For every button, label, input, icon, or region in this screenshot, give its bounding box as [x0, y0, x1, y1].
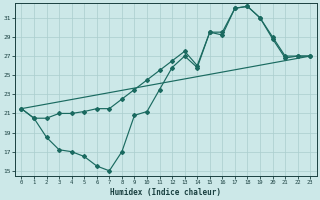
X-axis label: Humidex (Indice chaleur): Humidex (Indice chaleur)	[110, 188, 221, 197]
